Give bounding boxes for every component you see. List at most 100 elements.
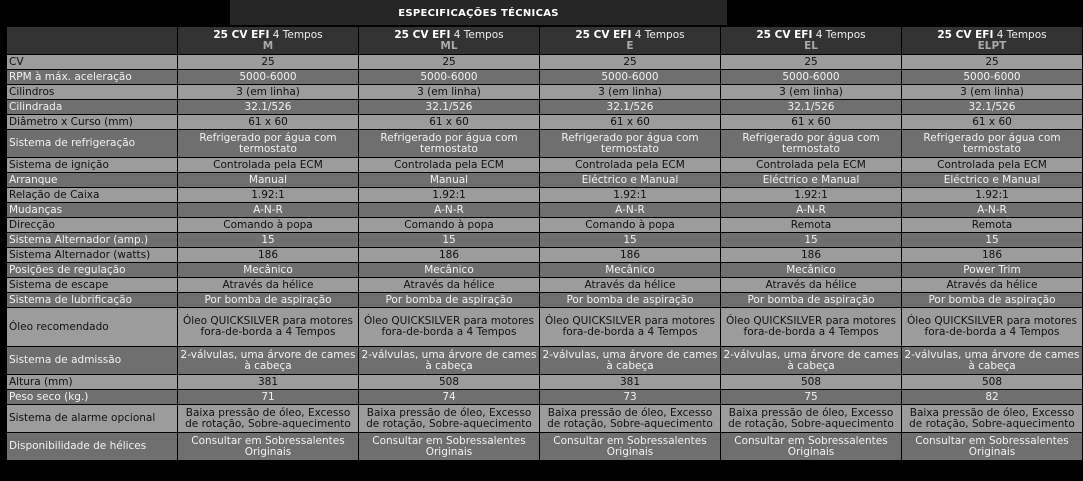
column-header: 25 CV EFI 4 Tempos ML (359, 27, 539, 54)
column-header: 25 CV EFI 4 Tempos EL (721, 27, 901, 54)
stroke-type: 4 Tempos (996, 28, 1047, 41)
model-name: ELPT (977, 39, 1007, 52)
spec-value: A-N-R (359, 203, 539, 217)
stroke-type: 4 Tempos (634, 28, 685, 41)
spec-value: 5000-6000 (178, 70, 358, 84)
spec-value: Consultar em Sobressalentes Originais (902, 433, 1082, 460)
row-label: Sistema de refrigeração (7, 130, 177, 157)
spec-row: Sistema de admissão 2-válvulas, uma árvor… (7, 347, 1082, 374)
column-header: 25 CV EFI 4 Tempos M (178, 27, 358, 54)
row-label: Peso seco (kg.) (7, 390, 177, 404)
row-label: Sistema Alternador (watts) (7, 248, 177, 262)
model-name: EL (804, 39, 818, 52)
spec-value: Através da hélice (359, 278, 539, 292)
row-label: RPM à máx. aceleração (7, 70, 177, 84)
spec-value: 32.1/526 (721, 100, 901, 114)
corner-cell (7, 27, 177, 54)
spec-value: Através da hélice (721, 278, 901, 292)
spec-row: Sistema de alarme opcional Baixa pressão … (7, 405, 1082, 432)
spec-value: 508 (359, 375, 539, 389)
spec-row: Sistema de escape Através da hélice Atravé… (7, 278, 1082, 292)
row-label: Disponibilidade de hélices (7, 433, 177, 460)
spec-value: 5000-6000 (721, 70, 901, 84)
spec-value: 61 x 60 (540, 115, 720, 129)
spec-value: A-N-R (178, 203, 358, 217)
spec-value: 3 (em linha) (178, 85, 358, 99)
spec-table: 25 CV EFI 4 Tempos M 25 CV EFI 4 Tempos ML 2… (6, 26, 1083, 461)
row-label: Cilindros (7, 85, 177, 99)
spec-value: 25 (359, 55, 539, 69)
spec-value: Por bomba de aspiração (902, 293, 1082, 307)
row-label: Sistema de escape (7, 278, 177, 292)
spec-value: 3 (em linha) (721, 85, 901, 99)
spec-value: Através da hélice (902, 278, 1082, 292)
spec-value: 61 x 60 (902, 115, 1082, 129)
spec-value: 381 (540, 375, 720, 389)
spec-value: 32.1/526 (902, 100, 1082, 114)
spec-value: Consultar em Sobressalentes Originais (359, 433, 539, 460)
model-name: ML (440, 39, 458, 52)
spec-value: 32.1/526 (178, 100, 358, 114)
header-row: 25 CV EFI 4 Tempos M 25 CV EFI 4 Tempos ML 2… (7, 27, 1082, 54)
spec-value: Através da hélice (178, 278, 358, 292)
spec-value: 61 x 60 (721, 115, 901, 129)
spec-row: CV 25 25 25 25 25 (7, 55, 1082, 69)
spec-value: Mecânico (178, 263, 358, 277)
spec-value: Consultar em Sobressalentes Originais (178, 433, 358, 460)
spec-value: Óleo QUICKSILVER para motores fora-de-bo… (902, 308, 1082, 346)
column-header: 25 CV EFI 4 Tempos ELPT (902, 27, 1082, 54)
spec-value: Por bomba de aspiração (178, 293, 358, 307)
engine-name: 25 CV EFI (937, 28, 994, 41)
spec-value: Através da hélice (540, 278, 720, 292)
spec-value: 1.92:1 (902, 188, 1082, 202)
spec-value: Refrigerado por água com termostato (721, 130, 901, 157)
spec-value: Óleo QUICKSILVER para motores fora-de-bo… (721, 308, 901, 346)
spec-value: 186 (902, 248, 1082, 262)
spec-value: Manual (359, 173, 539, 187)
spec-value: Consultar em Sobressalentes Originais (540, 433, 720, 460)
model-name: E (626, 39, 634, 52)
row-label: Cilindrada (7, 100, 177, 114)
spec-value: 1.92:1 (721, 188, 901, 202)
spec-value: Baixa pressão de óleo, Excesso de rotaçã… (540, 405, 720, 432)
row-label: Direcção (7, 218, 177, 232)
spec-row: Relação de Caixa 1.92:1 1.92:1 1.92:1 1.92:1… (7, 188, 1082, 202)
spec-value: Power Trim (902, 263, 1082, 277)
spec-value: Controlada pela ECM (902, 158, 1082, 172)
table-body: CV 25 25 25 25 25 RPM à máx. aceleração 5000-60… (7, 55, 1082, 460)
spec-value: 15 (178, 233, 358, 247)
spec-value: Controlada pela ECM (359, 158, 539, 172)
stroke-type: 4 Tempos (815, 28, 866, 41)
spec-value: Óleo QUICKSILVER para motores fora-de-bo… (540, 308, 720, 346)
spec-value: Manual (178, 173, 358, 187)
row-label: Arranque (7, 173, 177, 187)
spec-value: Refrigerado por água com termostato (178, 130, 358, 157)
spec-value: 25 (178, 55, 358, 69)
spec-row: Direcção Comando à popa Comando à popa Coma… (7, 218, 1082, 232)
spec-value: Comando à popa (178, 218, 358, 232)
spec-value: Mecânico (721, 263, 901, 277)
spec-value: Refrigerado por água com termostato (902, 130, 1082, 157)
spec-value: 1.92:1 (178, 188, 358, 202)
spec-value: 2-válvulas, uma árvore de cames à cabeça (359, 347, 539, 374)
spec-value: 5000-6000 (902, 70, 1082, 84)
spec-value: Óleo QUICKSILVER para motores fora-de-bo… (359, 308, 539, 346)
spec-row: Óleo recomendado Óleo QUICKSILVER para mo… (7, 308, 1082, 346)
spec-value: 5000-6000 (359, 70, 539, 84)
column-header: 25 CV EFI 4 Tempos E (540, 27, 720, 54)
spec-value: 71 (178, 390, 358, 404)
spec-row: Cilindros 3 (em linha) 3 (em linha) 3 (em l… (7, 85, 1082, 99)
spec-row: Sistema Alternador (amp.) 15 15 15 15 15 (7, 233, 1082, 247)
spec-row: Sistema de lubrificação Por bomba de aspi… (7, 293, 1082, 307)
spec-value: Remota (902, 218, 1082, 232)
spec-value: Baixa pressão de óleo, Excesso de rotaçã… (359, 405, 539, 432)
spec-value: 61 x 60 (178, 115, 358, 129)
spec-value: 25 (902, 55, 1082, 69)
spec-value: Comando à popa (540, 218, 720, 232)
spec-value: A-N-R (902, 203, 1082, 217)
spec-value: 2-válvulas, uma árvore de cames à cabeça (540, 347, 720, 374)
spec-row: RPM à máx. aceleração 5000-6000 5000-6000 5… (7, 70, 1082, 84)
spec-value: Baixa pressão de óleo, Excesso de rotaçã… (902, 405, 1082, 432)
spec-value: 61 x 60 (359, 115, 539, 129)
